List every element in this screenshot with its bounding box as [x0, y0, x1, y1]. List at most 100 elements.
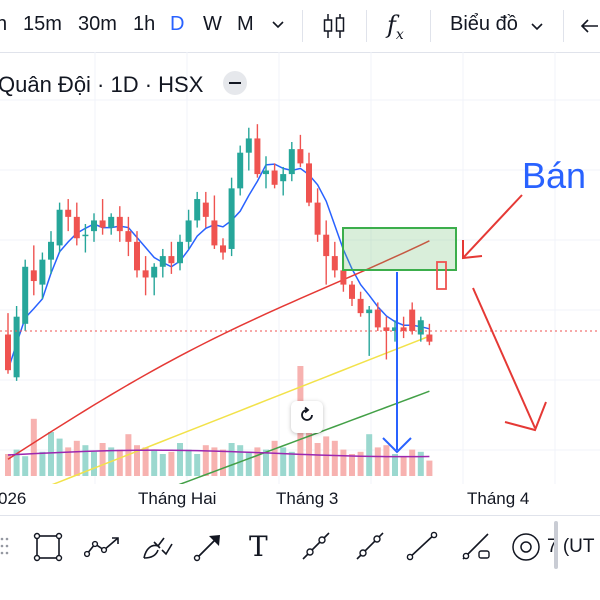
candle-body — [288, 149, 295, 175]
candle-body — [134, 241, 140, 271]
toolbar-divider — [366, 10, 367, 42]
extended-line-icon[interactable] — [460, 530, 494, 567]
collapse-legend-icon[interactable] — [222, 70, 248, 101]
volume-bar — [177, 443, 183, 476]
candle-body — [82, 234, 89, 237]
volume-bar — [159, 454, 166, 476]
candle-body — [263, 170, 269, 175]
candle-body — [349, 284, 355, 299]
x-axis-label: Tháng 3 — [276, 489, 339, 508]
candle-body — [426, 334, 433, 342]
volume-bar — [30, 418, 37, 476]
indicators-icon[interactable]: fx — [387, 11, 404, 43]
candles-icon[interactable] — [322, 12, 346, 45]
timezone-label[interactable]: 7 (UT — [547, 536, 595, 557]
candle-body — [374, 309, 381, 328]
candle-body — [177, 241, 183, 264]
candle-body — [13, 316, 20, 378]
x-axis-label: 026 — [0, 489, 27, 508]
target-arrowhead-blue — [382, 437, 412, 454]
candle-body — [392, 327, 398, 331]
toolbar-divider — [563, 10, 564, 42]
candle-body — [220, 245, 226, 253]
volume-bar — [357, 451, 364, 476]
candle-body — [340, 270, 347, 285]
candle-body — [417, 320, 424, 335]
volume-bar — [91, 451, 97, 476]
volume-bar — [168, 451, 175, 476]
toolbar-divider — [430, 10, 431, 42]
ma-line-red — [7, 240, 430, 460]
reset-icon — [298, 406, 316, 429]
volume-bar — [48, 432, 54, 476]
volume-bar — [374, 447, 381, 476]
volume-bar — [383, 445, 390, 476]
timeframe-m[interactable]: M — [237, 13, 254, 35]
chart-type-button[interactable]: Biểu đồ — [450, 13, 518, 35]
timeframe-d[interactable]: D — [170, 13, 185, 35]
timeframe-w[interactable]: W — [203, 13, 222, 35]
back-arrow-icon[interactable] — [580, 16, 600, 41]
candle-body — [400, 327, 407, 331]
range-box — [342, 227, 457, 271]
text-tool-icon[interactable]: T — [249, 530, 268, 563]
candle-body — [142, 270, 149, 278]
candle-body — [228, 188, 235, 249]
pointer-arrowhead-red — [462, 240, 483, 260]
drag-handle-icon[interactable] — [0, 536, 10, 561]
candle-body — [30, 270, 37, 282]
path-tool-icon[interactable] — [83, 534, 122, 565]
candle-body — [323, 234, 330, 257]
candle-body — [159, 256, 166, 267]
chart-type-dropdown-icon[interactable] — [529, 18, 545, 39]
candle-body — [65, 209, 72, 217]
volume-bar — [99, 443, 106, 476]
candle-body — [73, 216, 80, 239]
volume-bar — [349, 454, 355, 476]
volume-bar — [202, 445, 209, 476]
ray-tool-icon[interactable] — [405, 530, 439, 567]
candle-body — [271, 170, 278, 185]
volume-bar — [65, 447, 72, 476]
timeframe-dropdown-icon[interactable] — [270, 16, 286, 37]
down-arrowhead-red — [504, 401, 547, 432]
timeframe-30m[interactable]: 30m — [78, 13, 117, 35]
candle-body — [39, 259, 46, 285]
volume-bar — [185, 449, 192, 476]
arrow-tool-icon[interactable] — [193, 530, 225, 567]
timeframe-1h[interactable]: 1h — [133, 13, 156, 35]
volume-bar — [82, 445, 89, 476]
toolbar-scrollbar[interactable] — [554, 521, 558, 569]
volume-bar — [426, 460, 433, 476]
timeframe-15m[interactable]: 15m — [23, 13, 62, 35]
volume-bar — [340, 449, 347, 476]
candle-body — [22, 266, 29, 324]
candle-body — [202, 202, 209, 217]
indicators-x-label: x — [395, 27, 404, 43]
drawing-toolbar: T 7 (UT — [0, 515, 600, 576]
candle-body — [211, 220, 218, 246]
volume-bar — [56, 438, 63, 476]
rectangle-tool-icon[interactable] — [33, 532, 63, 567]
volume-bar — [116, 449, 123, 476]
candle-body — [185, 220, 192, 242]
reset-chart-button[interactable] — [291, 401, 323, 433]
volume-bar — [409, 449, 416, 476]
candle-body — [125, 231, 132, 242]
ma-line-purple — [7, 449, 430, 458]
trend-line-icon[interactable] — [354, 530, 386, 567]
volume-bar — [323, 436, 330, 476]
timeframe-h[interactable]: h — [0, 13, 8, 35]
volume-bar — [271, 440, 278, 476]
volume-bar — [39, 451, 46, 476]
volume-bar — [280, 447, 287, 476]
candle-body — [56, 209, 63, 246]
volume-bar — [134, 445, 140, 476]
parallel-channel-icon[interactable] — [300, 530, 332, 567]
candle-body — [237, 152, 244, 189]
price-chart[interactable] — [0, 52, 600, 484]
timezone-icon[interactable] — [511, 532, 541, 567]
volume-bar — [288, 451, 295, 476]
volume-bar — [5, 454, 11, 476]
brush-tool-icon[interactable] — [140, 530, 174, 567]
